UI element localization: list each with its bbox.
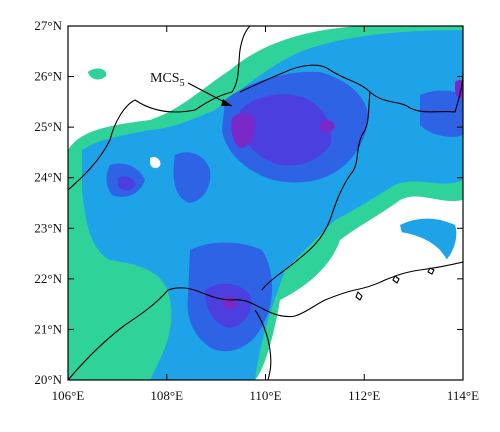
x-tick-label: 110°E bbox=[249, 388, 281, 403]
peninsula-outline bbox=[254, 309, 272, 380]
y-tick-label: 25°N bbox=[34, 119, 62, 134]
annotation-text: MCS bbox=[150, 71, 180, 86]
gulf-coast bbox=[68, 289, 169, 380]
island-1 bbox=[355, 291, 363, 301]
island-3 bbox=[427, 267, 435, 275]
field-gaps bbox=[150, 157, 463, 380]
y-axis: 20°N 21°N 22°N 23°N 24°N 25°N 26°N 27°N bbox=[34, 18, 463, 387]
annotation-label: MCS5 bbox=[150, 71, 185, 89]
y-tick-label: 27°N bbox=[34, 18, 62, 33]
border-line-north bbox=[68, 26, 251, 191]
x-tick-label: 108°E bbox=[150, 388, 183, 403]
island-2 bbox=[392, 275, 400, 284]
coastline bbox=[167, 261, 463, 318]
y-tick-label: 24°N bbox=[34, 170, 62, 185]
border-line-inner bbox=[261, 91, 371, 291]
annotation-arrowhead bbox=[221, 99, 232, 106]
y-tick-label: 23°N bbox=[34, 220, 62, 235]
field-level-5 bbox=[222, 79, 463, 309]
y-tick-label: 20°N bbox=[34, 372, 62, 387]
annotation-subscript: 5 bbox=[180, 78, 185, 89]
x-axis: 106°E 108°E 110°E 112°E 114°E bbox=[52, 26, 479, 403]
x-tick-label: 114°E bbox=[447, 388, 479, 403]
y-tick-label: 22°N bbox=[34, 271, 62, 286]
y-tick-label: 26°N bbox=[34, 69, 62, 84]
x-tick-label: 106°E bbox=[52, 388, 85, 403]
coastline-and-borders bbox=[68, 26, 463, 380]
x-tick-label: 112°E bbox=[348, 388, 380, 403]
y-tick-label: 21°N bbox=[34, 321, 62, 336]
